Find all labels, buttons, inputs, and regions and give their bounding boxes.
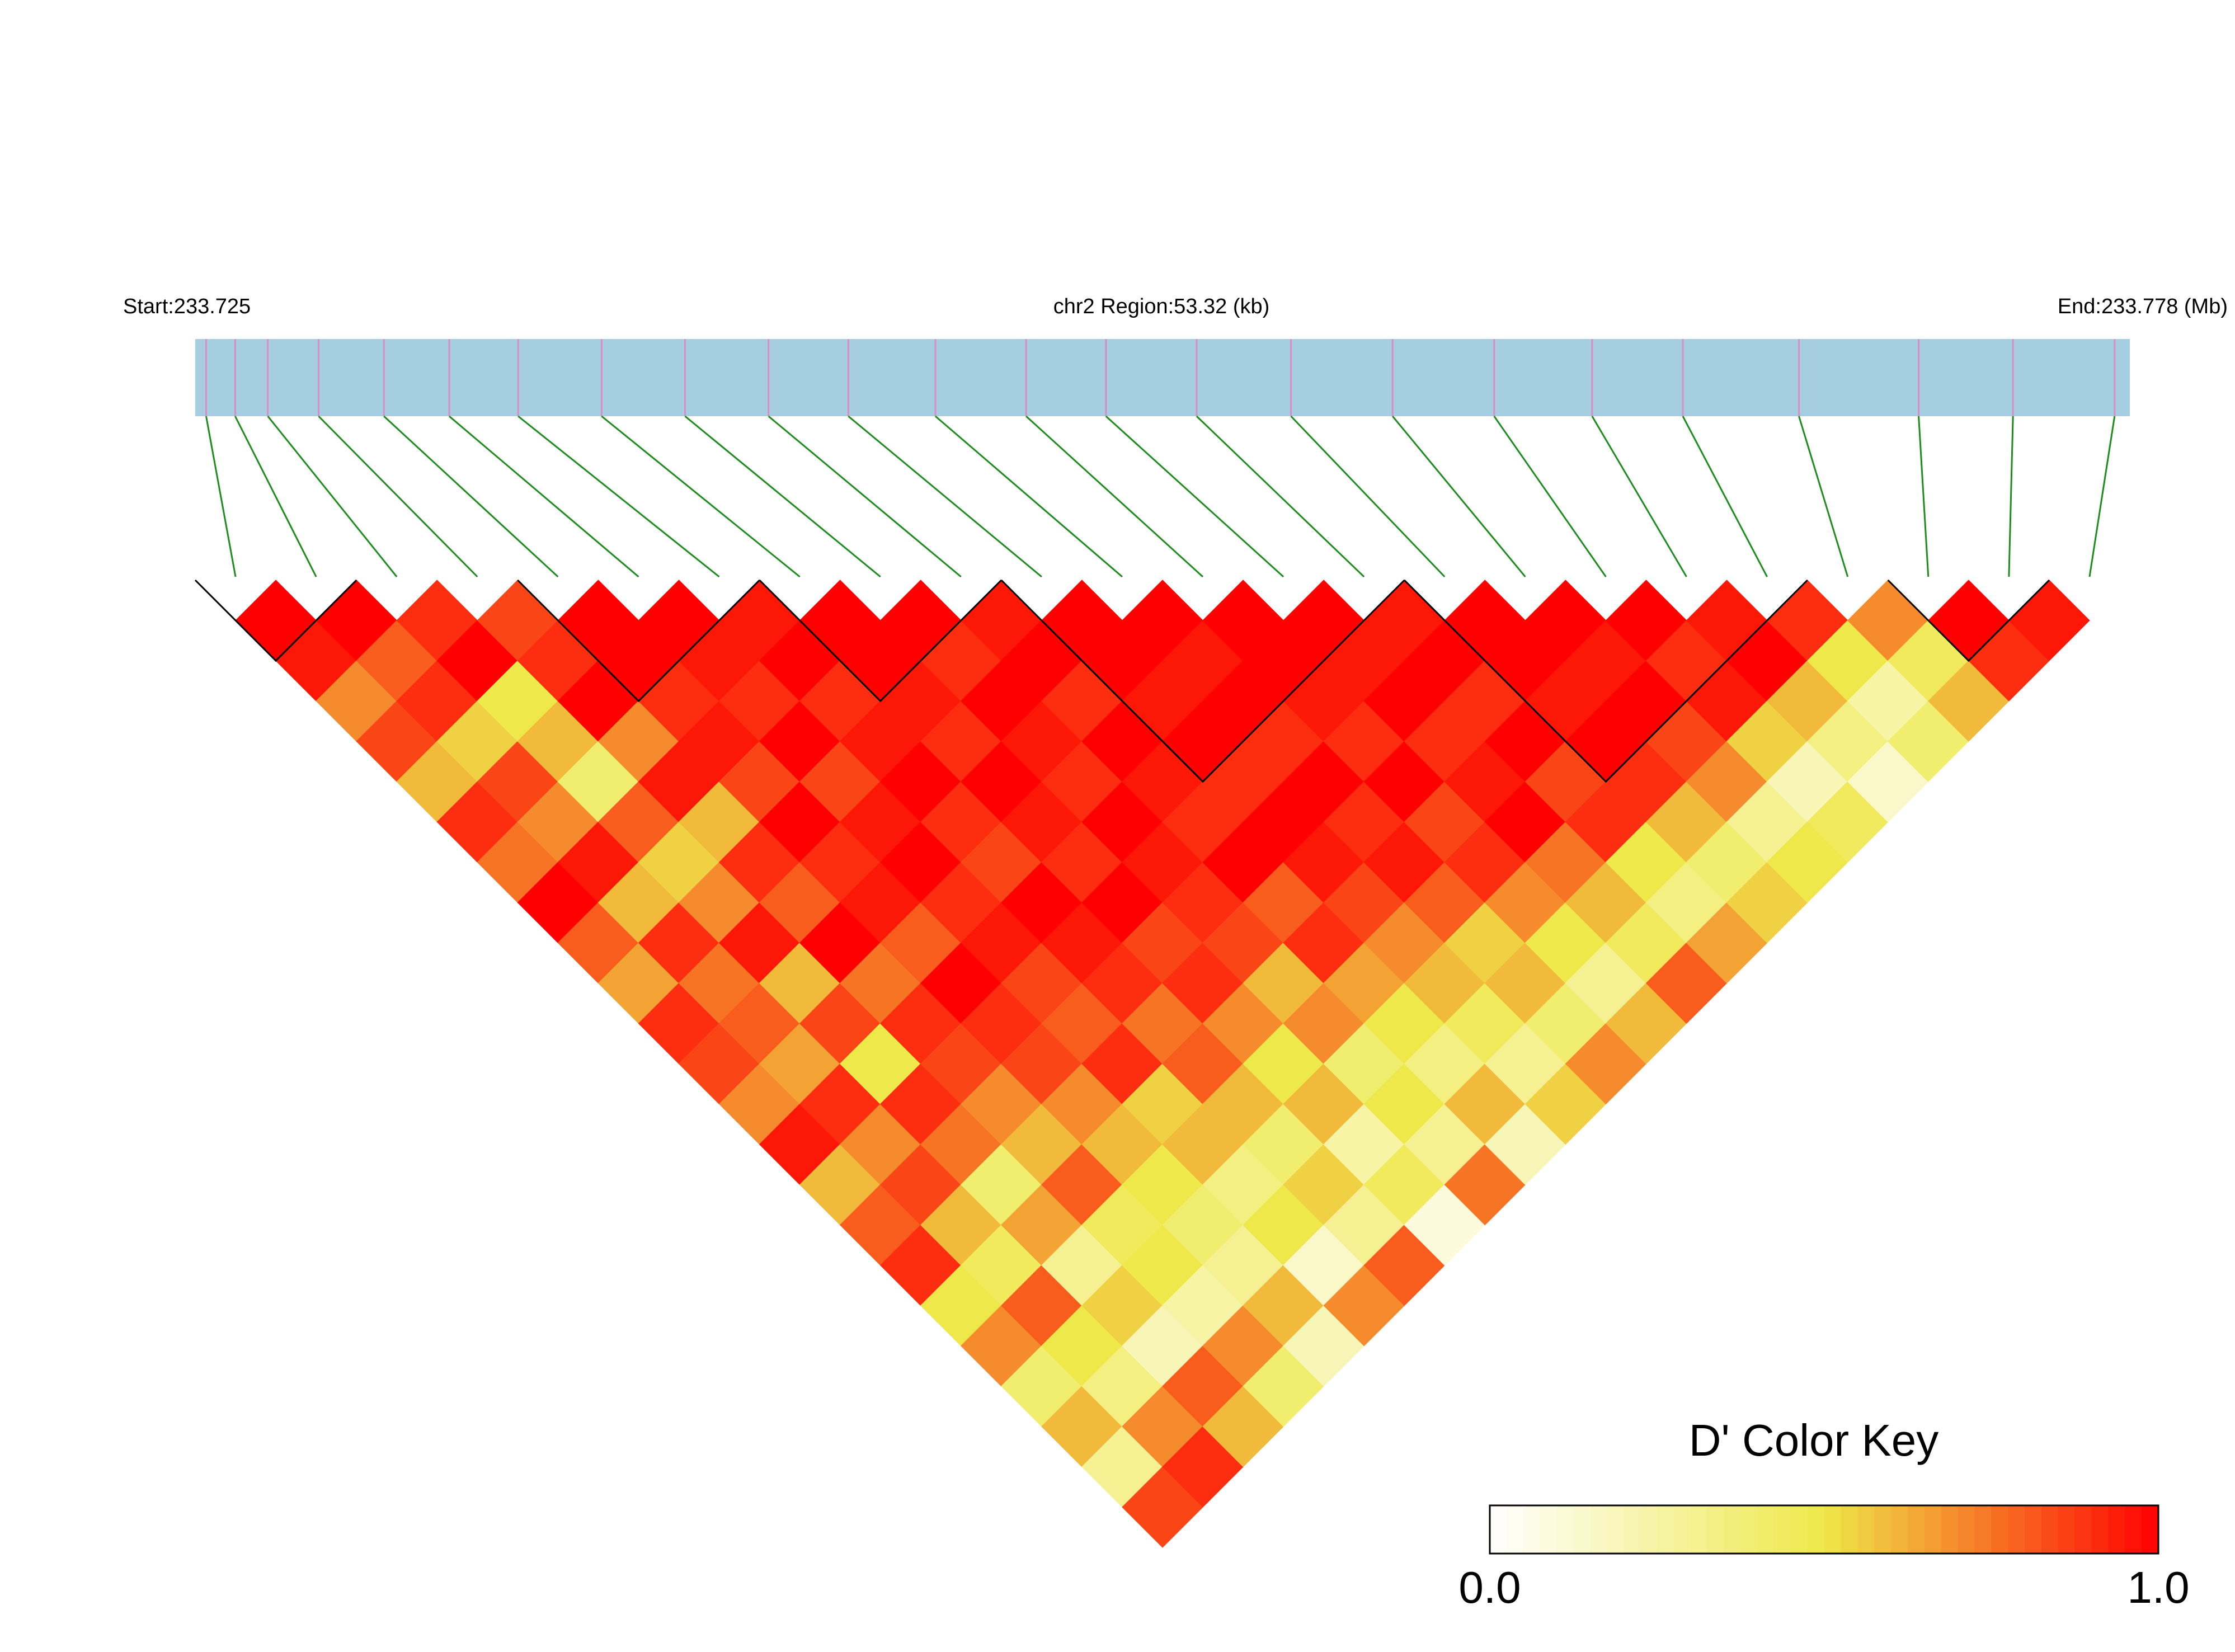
colorbar-step <box>1573 1505 1591 1554</box>
colorbar-step <box>1974 1505 1992 1554</box>
colorbar-step <box>2025 1505 2042 1554</box>
colorbar-step <box>2142 1505 2159 1554</box>
colorbar-frame <box>1489 1504 2159 1555</box>
snp-link <box>1918 416 1930 577</box>
colorbar-step <box>1757 1505 1775 1554</box>
snp-link <box>1290 415 1446 578</box>
colorbar-step <box>2108 1505 2126 1554</box>
colorbar-step <box>1991 1505 2009 1554</box>
colorbar-step <box>1590 1505 1608 1554</box>
gene-track <box>195 339 2130 416</box>
colorbar-step <box>1841 1505 1858 1554</box>
colorbar-step <box>2074 1505 2092 1554</box>
colorbar-step <box>1824 1505 1842 1554</box>
snp-link <box>1493 416 1607 577</box>
snp-link <box>1591 416 1687 577</box>
snp-link <box>1196 415 1365 578</box>
ld-block <box>759 579 1002 703</box>
colorbar-step <box>1924 1505 1942 1554</box>
colorbar-tick-label: 0.0 <box>1458 1562 1521 1612</box>
ld-block <box>1404 579 1808 783</box>
snp-link <box>2008 416 2014 577</box>
snp-link <box>1798 416 1849 577</box>
colorbar-step <box>1556 1505 1574 1554</box>
colorbar-step <box>1724 1505 1742 1554</box>
snp-link <box>684 415 881 578</box>
colorbar-tick-label: 1.0 <box>2127 1562 2189 1612</box>
colorbar-step <box>1657 1505 1674 1554</box>
snp-link <box>1025 415 1204 578</box>
region-label: chr2 Region:53.32 (kb) <box>1053 295 1270 318</box>
snp-link <box>267 416 398 577</box>
colorbar-step <box>1807 1505 1825 1554</box>
colorbar-step <box>1773 1505 1791 1554</box>
ld-block <box>194 579 357 662</box>
colorbar-step <box>1624 1505 1641 1554</box>
snp-link <box>601 415 801 578</box>
ld-block <box>517 579 760 703</box>
end-label: End:233.778 (Mb) <box>2058 295 2228 318</box>
colorbar-step <box>2058 1505 2076 1554</box>
colorbar-title: D' Color Key <box>1689 1415 1939 1465</box>
colorbar-step <box>1707 1505 1725 1554</box>
snp-link <box>2088 416 2116 577</box>
colorbar-step <box>1690 1505 1708 1554</box>
snp-link <box>318 415 478 578</box>
snp-link <box>234 416 317 577</box>
snp-link <box>383 415 559 578</box>
colorbar-step <box>1874 1505 1891 1554</box>
colorbar-step <box>1506 1505 1524 1554</box>
colorbar-step <box>1857 1505 1875 1554</box>
snp-link <box>1105 415 1284 578</box>
snp-link <box>1392 416 1526 577</box>
colorbar-step <box>1790 1505 1808 1554</box>
snp-link <box>517 415 720 578</box>
colorbar-step <box>1740 1505 1758 1554</box>
colorbar-step <box>2091 1505 2109 1554</box>
colorbar-step <box>2125 1505 2143 1554</box>
snp-link <box>935 415 1123 578</box>
colorbar-step <box>1490 1505 1507 1554</box>
start-label: Start:233.725 <box>123 295 251 318</box>
colorbar-step <box>1941 1505 1959 1554</box>
colorbar-step <box>1523 1505 1541 1554</box>
colorbar-step <box>1907 1505 1925 1554</box>
colorbar-step <box>1958 1505 1975 1554</box>
snp-link <box>205 416 237 577</box>
colorbar-step <box>1891 1505 1908 1554</box>
snp-link <box>768 415 962 578</box>
snp-link <box>848 415 1042 578</box>
colorbar-step <box>1673 1505 1691 1554</box>
colorbar-step <box>1640 1505 1658 1554</box>
colorbar-step <box>1607 1505 1624 1554</box>
ld-block <box>1000 579 1405 783</box>
colorbar-step <box>1540 1505 1558 1554</box>
snp-link <box>449 415 639 578</box>
ld-block <box>1887 579 2050 662</box>
colorbar-step <box>2008 1505 2025 1554</box>
colorbar-step <box>2041 1505 2059 1554</box>
snp-link <box>1682 416 1768 577</box>
